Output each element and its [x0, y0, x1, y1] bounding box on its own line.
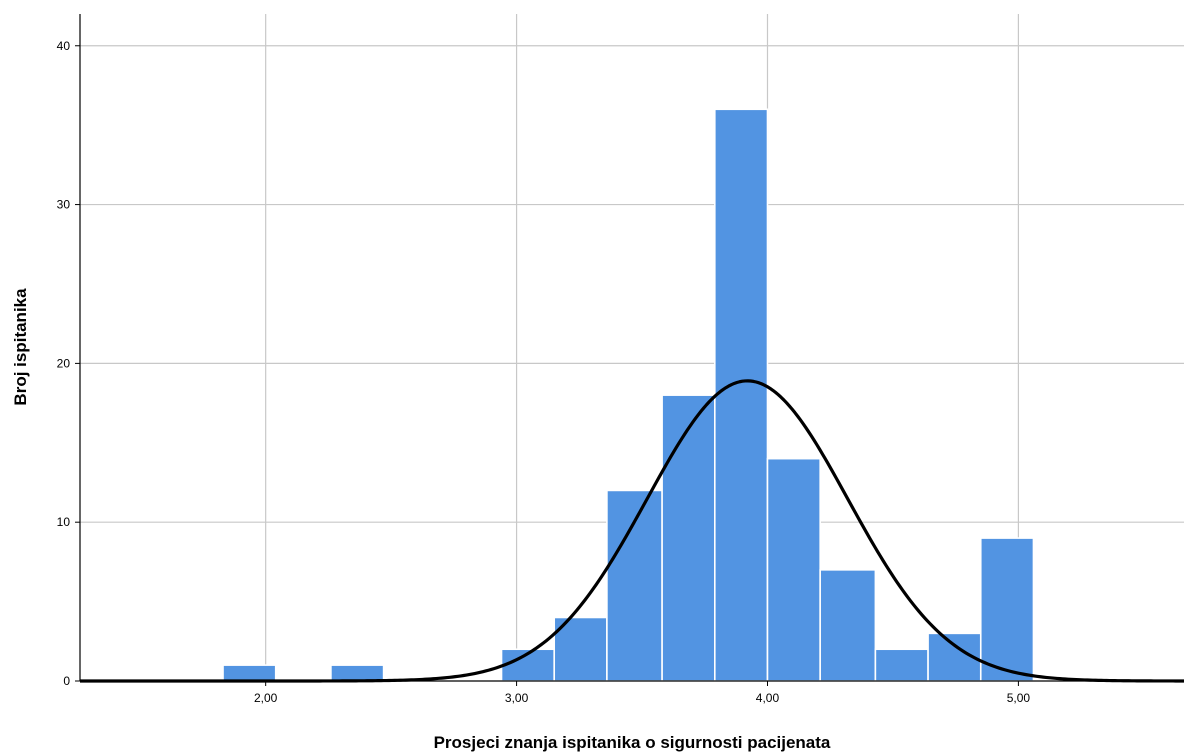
x-tick-label: 2,00 — [254, 691, 278, 705]
y-tick-label: 20 — [57, 356, 71, 370]
y-tick-label: 10 — [57, 515, 71, 529]
x-tick-label: 3,00 — [505, 691, 529, 705]
x-axis-title: Prosjeci znanja ispitanika o sigurnosti … — [434, 733, 831, 752]
histogram-bar — [661, 394, 716, 682]
histogram-bar — [222, 664, 277, 682]
axes — [75, 14, 1184, 686]
histogram-bars — [222, 108, 1035, 682]
x-tick-label: 4,00 — [756, 691, 780, 705]
y-axis-title: Broj ispitanika — [11, 288, 30, 406]
histogram-bar — [874, 648, 929, 682]
histogram-bar — [766, 457, 821, 682]
histogram-bar — [979, 537, 1035, 682]
histogram-bar — [713, 108, 769, 682]
y-tick-label: 30 — [57, 198, 71, 212]
tick-labels: 0 10 20 30 40 2,00 3,00 4,00 5,00 — [57, 39, 1031, 705]
histogram-bar — [819, 569, 877, 682]
y-tick-label: 40 — [57, 39, 71, 53]
histogram-bar — [330, 664, 385, 682]
x-tick-label: 5,00 — [1007, 691, 1031, 705]
y-tick-label: 0 — [63, 674, 70, 688]
